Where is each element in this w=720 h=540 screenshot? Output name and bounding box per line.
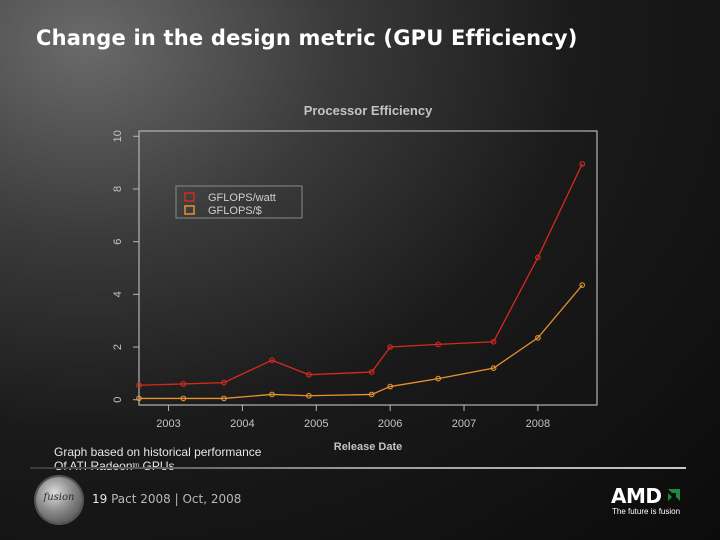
x-tick-label: 2003 — [156, 418, 180, 430]
series-layer — [136, 161, 586, 402]
x-tick-label: 2005 — [304, 418, 328, 430]
series-2-point — [387, 383, 394, 390]
series-line-1 — [138, 163, 583, 386]
series-2-point — [490, 365, 497, 371]
series-2-point — [306, 392, 312, 399]
page-number: 19 — [92, 492, 108, 506]
x-axis: 2003 2004 2005 2006 2007 2008 — [156, 405, 550, 430]
caption-line-2-suffix: GPUs — [139, 459, 175, 473]
footer-event-date: Pact 2008 | Oct, 2008 — [111, 492, 242, 506]
series-2-point — [535, 334, 541, 341]
y-axis: 0 2 4 6 8 10 — [112, 130, 139, 403]
fusion-logo: fusion — [36, 477, 82, 523]
y-tick-label: 8 — [112, 186, 124, 192]
series-2-point — [180, 395, 187, 402]
legend-label-2: GFLOPS/$ — [208, 205, 262, 217]
series-1-point — [387, 344, 394, 350]
series-2-point — [136, 395, 142, 402]
series-1-point — [535, 254, 541, 261]
series-2-point — [368, 391, 375, 398]
series-line-2 — [139, 284, 583, 400]
y-tick-label: 4 — [112, 291, 124, 297]
series-1-point — [490, 338, 497, 345]
x-axis-label: Release Date — [334, 441, 403, 453]
series-1-point — [368, 369, 375, 375]
caption-line-2: Of ATI Radeontm GPUs — [54, 459, 261, 473]
y-tick-label: 10 — [112, 130, 124, 142]
series-1-point — [435, 341, 442, 348]
series-2-point — [579, 282, 586, 288]
y-tick-label: 2 — [112, 344, 124, 350]
series-1-point — [221, 379, 227, 386]
caption-line-2-prefix: Of ATI Radeon — [54, 459, 133, 473]
y-tick-label: 6 — [112, 239, 124, 245]
series-1-point — [136, 382, 142, 389]
x-tick-label: 2008 — [526, 418, 550, 430]
legend-box — [175, 185, 303, 219]
trademark-mark: tm — [132, 463, 140, 469]
amd-logo: AMD — [611, 484, 662, 508]
amd-arrow-icon — [668, 489, 680, 501]
series-2-point — [435, 375, 442, 382]
legend-swatch-2 — [184, 205, 195, 215]
series-1-point — [269, 357, 275, 364]
y-tick-label: 0 — [112, 397, 124, 403]
footer: 19 Pact 2008 | Oct, 2008 — [92, 492, 241, 506]
legend-label-1: GFLOPS/watt — [208, 192, 276, 204]
series-1-point — [306, 371, 312, 378]
series-2-point — [269, 391, 275, 398]
series-1-point — [180, 381, 187, 387]
x-tick-label: 2006 — [378, 418, 402, 430]
slide-title: Change in the design metric (GPU Efficie… — [36, 26, 578, 50]
x-tick-label: 2007 — [452, 418, 476, 430]
footer-divider — [30, 467, 686, 469]
series-2-point — [221, 395, 227, 402]
chart-title: Processor Efficiency — [304, 103, 433, 118]
chart-caption: Graph based on historical performance Of… — [54, 445, 261, 473]
legend-swatch-1 — [184, 192, 195, 202]
x-tick-label: 2004 — [230, 418, 254, 430]
caption-line-1: Graph based on historical performance — [54, 445, 262, 459]
fusion-logo-text: fusion — [43, 492, 75, 503]
series-1-point — [579, 161, 586, 167]
amd-tagline: The future is fusion — [612, 507, 681, 516]
plot-frame — [138, 130, 598, 406]
